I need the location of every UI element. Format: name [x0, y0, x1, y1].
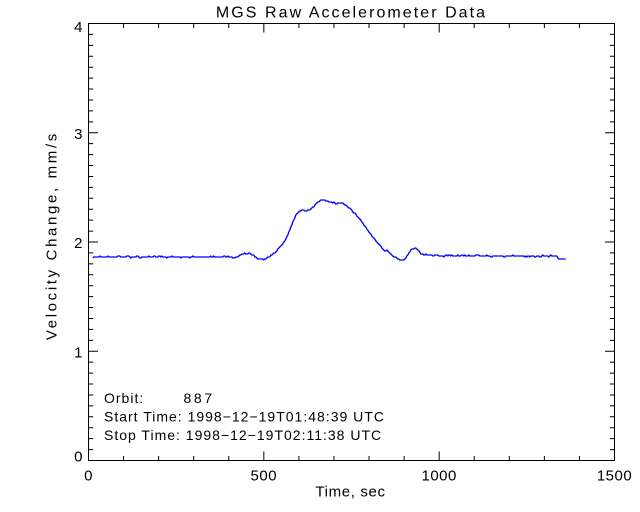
svg-text:Start Time: 1998−12−19T01:48:3: Start Time: 1998−12−19T01:48:39 UTC	[104, 409, 385, 425]
svg-text:0: 0	[74, 448, 82, 465]
svg-text:Time, sec: Time, sec	[315, 484, 385, 501]
svg-text:MGS Raw Accelerometer Data: MGS Raw Accelerometer Data	[216, 5, 487, 22]
svg-text:0: 0	[84, 468, 93, 485]
svg-text:4: 4	[74, 19, 82, 36]
svg-text:2: 2	[74, 235, 82, 252]
svg-text:Orbit:: Orbit:	[104, 390, 144, 406]
svg-text:1000: 1000	[422, 468, 457, 485]
svg-text:1500: 1500	[597, 468, 632, 485]
svg-text:500: 500	[251, 468, 278, 485]
svg-text:3: 3	[74, 126, 82, 143]
svg-text:1: 1	[74, 344, 82, 361]
svg-text:Velocity Change, mm/s: Velocity Change, mm/s	[44, 131, 61, 340]
svg-text:Stop Time: 1998−12−19T02:11:38: Stop Time: 1998−12−19T02:11:38 UTC	[104, 427, 382, 443]
svg-text:887: 887	[184, 390, 215, 406]
